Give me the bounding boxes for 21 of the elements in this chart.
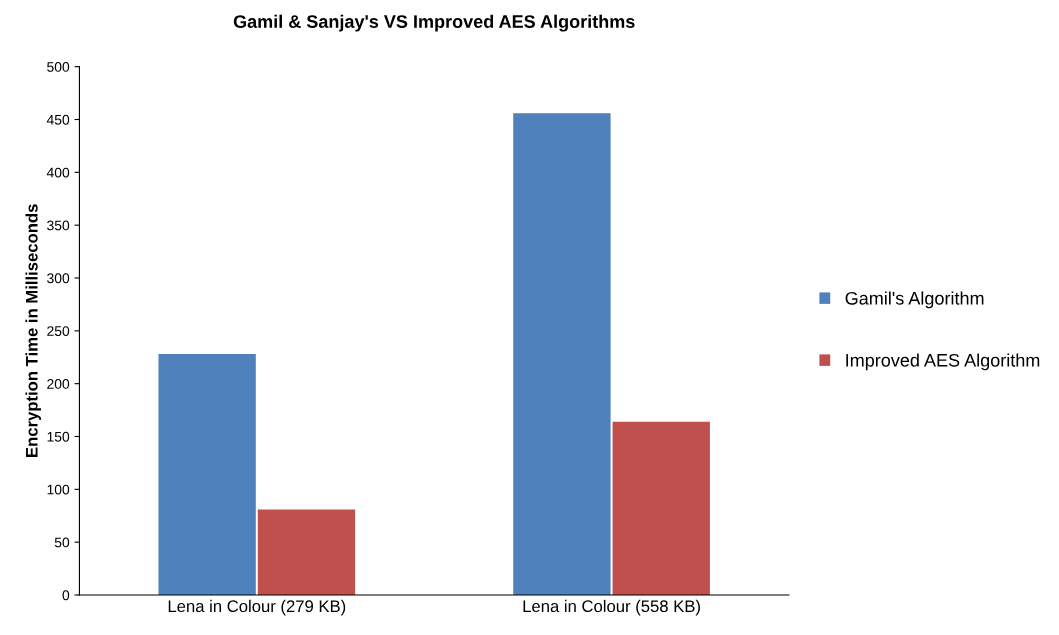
- y-tick-label: 100: [47, 484, 70, 495]
- y-tick-label: 50: [54, 537, 70, 548]
- y-tick-label: 450: [46, 114, 70, 125]
- y-axis-title: Encryption Time in Milliseconds: [25, 204, 41, 457]
- bar: [158, 354, 256, 595]
- bar: [513, 113, 611, 595]
- y-tick-label: 0: [62, 590, 70, 601]
- y-tick-label: 500: [47, 62, 70, 72]
- y-tick-label: 400: [46, 167, 70, 178]
- y-tick-label: 200: [47, 379, 70, 389]
- y-tick-label: 150: [47, 431, 70, 442]
- x-tick-label: Lena in Colour (558 KB): [523, 599, 700, 616]
- x-tick-label: Lena in Colour (279 KB): [168, 599, 346, 616]
- y-tick-label: 250: [47, 326, 70, 336]
- bar: [612, 421, 710, 595]
- legend-label: Improved AES Algorithm: [846, 353, 1040, 371]
- legend-label: Gamil's Algorithm: [845, 291, 984, 309]
- y-tick-label: 350: [47, 220, 70, 231]
- chart-title: Gamil & Sanjay's VS Improved AES Algorithms: [233, 14, 635, 32]
- bar: [257, 509, 356, 595]
- y-tick-label: 300: [47, 273, 70, 284]
